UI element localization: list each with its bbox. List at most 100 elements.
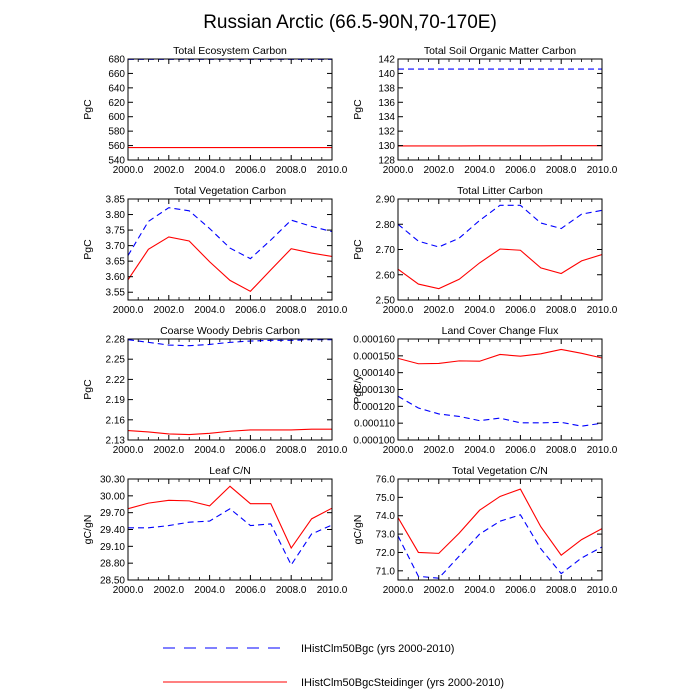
y-tick-label: 2.16 (106, 415, 126, 426)
y-tick-label: 73.0 (376, 530, 396, 541)
y-tick-label: 0.000130 (353, 385, 395, 396)
panel-7: Leaf C/N gC/gN 2000.0 2002.0 2004.0 2006.0 200… (82, 465, 348, 596)
panel-4: Total Litter Carbon PgC 2000.0 2002.0 2004.0… (352, 185, 618, 316)
x-tick-label: 2002.0 (424, 445, 455, 456)
y-tick-label: 74.0 (376, 511, 396, 522)
y-tick-label: 75.0 (376, 493, 396, 504)
x-tick-label: 2010.0 (587, 445, 618, 456)
x-tick-label: 2008.0 (546, 585, 577, 596)
y-tick-label: 29.70 (100, 508, 125, 519)
x-tick-label: 2004.0 (464, 305, 495, 316)
y-tick-label: 142 (378, 55, 395, 66)
panel-title: Total Vegetation C/N (452, 465, 548, 477)
x-tick-label: 2010.0 (317, 305, 348, 316)
panel-8: Total Vegetation C/N gC/gN 2000.0 2002.0 200… (352, 465, 618, 596)
series-line-ihistclm50bgcsteidinger (128, 428, 332, 436)
y-tick-label: 76.0 (376, 475, 396, 486)
x-tick-label: 2002.0 (154, 585, 185, 596)
panel-title: Land Cover Change Flux (442, 325, 559, 337)
y-axis-label: gC/gN (82, 515, 94, 545)
y-tick-label: 71.0 (376, 566, 396, 577)
y-tick-label: 128 (378, 156, 395, 167)
y-tick-label: 28.50 (100, 576, 125, 587)
panel-title: Total Soil Organic Matter Carbon (424, 45, 576, 57)
x-tick-label: 2006.0 (235, 585, 266, 596)
series-line-ihistclm50bgcsteidinger (128, 236, 332, 292)
x-tick-label: 2004.0 (194, 305, 225, 316)
y-tick-label: 140 (378, 69, 395, 80)
series-line-ihistclm50bgcsteidinger (128, 485, 332, 550)
y-tick-label: 72.0 (376, 548, 396, 559)
y-tick-label: 0.000100 (353, 436, 395, 447)
x-tick-label: 2010.0 (587, 165, 618, 176)
x-tick-label: 2008.0 (276, 305, 307, 316)
panel-title: Total Vegetation Carbon (174, 185, 286, 197)
y-axis-label: gC/gN (352, 515, 364, 545)
series-line-ihistclm50bgc (398, 395, 602, 427)
figure-title: Russian Arctic (66.5-90N,70-170E) (203, 12, 497, 33)
y-tick-label: 620 (108, 98, 125, 109)
x-tick-label: 2002.0 (154, 445, 185, 456)
x-tick-label: 2010.0 (587, 585, 618, 596)
plot-frame (127, 478, 333, 581)
y-tick-label: 136 (378, 98, 395, 109)
panel-3: Total Vegetation Carbon PgC 2000.0 2002.0 20… (82, 185, 348, 316)
y-tick-label: 134 (378, 112, 395, 123)
series-line-ihistclm50bgc (128, 339, 332, 347)
y-tick-label: 2.60 (376, 270, 396, 281)
x-tick-label: 2008.0 (546, 165, 577, 176)
x-tick-label: 2008.0 (276, 165, 307, 176)
y-tick-label: 2.28 (106, 335, 126, 346)
y-tick-label: 138 (378, 83, 395, 94)
y-axis-label: PgC (352, 99, 364, 120)
x-tick-label: 2004.0 (194, 585, 225, 596)
y-tick-label: 3.75 (106, 226, 126, 237)
x-tick-label: 2000.0 (383, 165, 414, 176)
series-line-ihistclm50bgc (128, 207, 332, 260)
x-tick-label: 2010.0 (317, 585, 348, 596)
panel-1: Total Ecosystem Carbon PgC 2000.0 2002.0 200… (82, 45, 348, 176)
x-tick-label: 2006.0 (235, 305, 266, 316)
y-axis-label: PgC (352, 239, 364, 260)
y-axis-label: PgC (82, 379, 94, 400)
x-tick-label: 2006.0 (505, 165, 536, 176)
y-tick-label: 680 (108, 55, 125, 66)
plot-frame (127, 58, 333, 161)
x-tick-label: 2002.0 (424, 305, 455, 316)
x-tick-label: 2006.0 (505, 305, 536, 316)
x-tick-label: 2004.0 (464, 445, 495, 456)
legend-label: IHistClm50Bgc (yrs 2000-2010) (301, 643, 454, 655)
x-tick-label: 2008.0 (546, 305, 577, 316)
x-tick-label: 2008.0 (276, 585, 307, 596)
x-tick-label: 2006.0 (235, 165, 266, 176)
x-tick-label: 2010.0 (317, 445, 348, 456)
panel-6: Land Cover Change Flux PgC/y 2000.0 2002.0 2… (352, 325, 618, 456)
y-tick-label: 560 (108, 141, 125, 152)
y-tick-label: 3.65 (106, 257, 126, 268)
y-tick-label: 600 (108, 112, 125, 123)
y-axis-label: PgC (82, 99, 94, 120)
y-tick-label: 3.55 (106, 288, 126, 299)
x-tick-label: 2008.0 (546, 445, 577, 456)
y-tick-label: 2.25 (106, 355, 126, 366)
x-tick-label: 2000.0 (383, 445, 414, 456)
legend-item-1: IHistClm50Bgc (yrs 2000-2010) (163, 643, 454, 655)
y-tick-label: 540 (108, 156, 125, 167)
x-tick-label: 2004.0 (464, 165, 495, 176)
y-tick-label: 2.80 (376, 220, 396, 231)
y-tick-label: 0.000140 (353, 368, 395, 379)
x-tick-label: 2002.0 (154, 305, 185, 316)
y-tick-label: 2.22 (106, 375, 126, 386)
panel-title: Total Ecosystem Carbon (173, 45, 287, 57)
y-tick-label: 3.85 (106, 195, 126, 206)
series-line-ihistclm50bgc (398, 514, 602, 579)
y-tick-label: 2.90 (376, 195, 396, 206)
x-tick-label: 2000.0 (383, 305, 414, 316)
legend-item-2: IHistClm50BgcSteidinger (yrs 2000-2010) (163, 677, 504, 689)
y-tick-label: 0.000110 (354, 419, 395, 430)
panel-grid: Total Ecosystem Carbon PgC 2000.0 2002.0 200… (82, 45, 618, 596)
y-tick-label: 29.10 (100, 542, 125, 553)
y-tick-label: 3.70 (106, 241, 126, 252)
